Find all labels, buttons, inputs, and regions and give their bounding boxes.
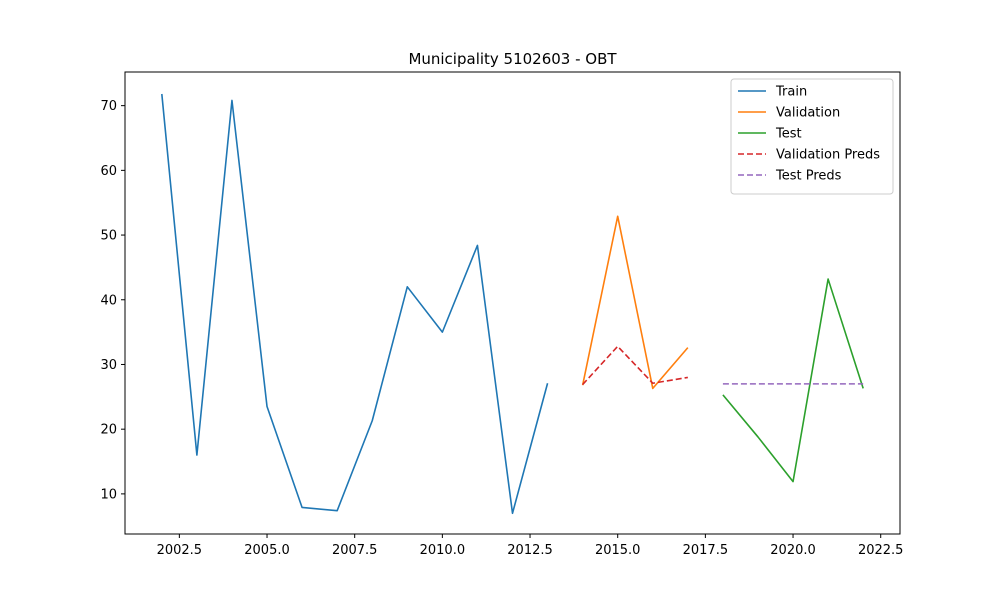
series-line-validation-preds xyxy=(582,345,688,386)
legend-box xyxy=(730,78,894,195)
legend: Train Validation Test Validation Preds Test … xyxy=(730,78,894,195)
legend-label-train: Train xyxy=(775,85,807,100)
series-line-test xyxy=(722,278,864,483)
legend-label-validation-preds: Validation Preds xyxy=(776,148,880,163)
x-tick-label: 2017.5 xyxy=(683,543,729,558)
x-tick-label: 2015.0 xyxy=(595,543,641,558)
series-line-train xyxy=(161,93,549,515)
series-line-validation xyxy=(581,215,689,390)
y-tick-label: 50 xyxy=(100,229,117,244)
x-tick-label: 2005.0 xyxy=(244,543,290,558)
x-tick-label: 2020.0 xyxy=(770,543,816,558)
y-tick-label: 40 xyxy=(100,293,117,308)
y-tick-label: 10 xyxy=(100,487,117,502)
legend-label-test-preds: Test Preds xyxy=(775,169,842,184)
x-axis: 2002.5 2005.0 2007.5 2010.0 2012.5 2015.0 2017… xyxy=(157,534,904,558)
legend-label-test: Test xyxy=(775,127,802,142)
plot-frame xyxy=(124,71,901,535)
y-axis: 10 20 30 40 50 60 70 xyxy=(100,99,125,502)
x-tick-label: 2012.5 xyxy=(507,543,553,558)
legend-label-validation: Validation xyxy=(776,106,840,121)
y-tick-label: 20 xyxy=(100,423,117,438)
chart-title: Municipality 5102603 - OBT xyxy=(408,50,617,68)
y-tick-label: 30 xyxy=(100,358,117,373)
plot-area xyxy=(124,71,901,535)
x-tick-label: 2002.5 xyxy=(157,543,203,558)
x-tick-label: 2007.5 xyxy=(332,543,378,558)
y-tick-label: 70 xyxy=(100,99,117,114)
x-tick-label: 2022.5 xyxy=(858,543,904,558)
x-tick-label: 2010.0 xyxy=(420,543,466,558)
series-group xyxy=(161,93,864,515)
y-tick-label: 60 xyxy=(100,164,117,179)
